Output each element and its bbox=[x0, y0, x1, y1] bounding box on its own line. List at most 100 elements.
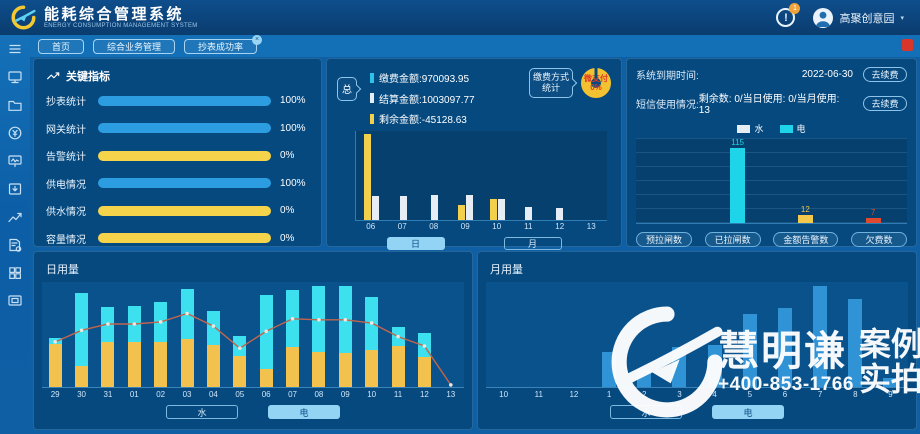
bar-electric bbox=[391, 327, 405, 347]
indicator-percent: 0% bbox=[280, 150, 295, 162]
x-tick-label: 10 bbox=[499, 390, 509, 399]
tab-bar: 首页 综合业务管理 抄表成功率 × bbox=[30, 34, 920, 57]
apps-grid-icon[interactable] bbox=[7, 265, 23, 281]
payment-period-buttons: 日月 bbox=[357, 237, 591, 250]
bar-slot bbox=[636, 138, 704, 223]
bar-water bbox=[391, 346, 405, 387]
stacked-bar-slot bbox=[279, 282, 305, 387]
bar-water bbox=[206, 345, 220, 387]
avatar bbox=[813, 7, 834, 28]
tab-close-icon[interactable]: × bbox=[252, 34, 263, 45]
key-indicators-panel: 关键指标 抄表统计 100% 网关统计 100% 告警统计 0% 供电情况 100% 供水情况 0… bbox=[33, 58, 322, 247]
monthly-usage-panel: 月用量 10 11 12 1 2 3 4 5 6 7 8 9 水电 bbox=[477, 251, 917, 430]
stacked-bar-slot bbox=[359, 282, 385, 387]
monthly-usage-chart bbox=[486, 282, 908, 388]
bar bbox=[730, 148, 746, 223]
bar-slot bbox=[521, 282, 556, 387]
bar-electric bbox=[75, 292, 89, 366]
bar-slot bbox=[486, 282, 521, 387]
x-tick-label: 9 bbox=[888, 390, 893, 399]
notification-badge: 1 bbox=[789, 3, 801, 14]
indicator-row: 抄表统计 100% bbox=[46, 87, 309, 115]
stacked-bar-slot bbox=[306, 282, 332, 387]
bar-water bbox=[127, 341, 141, 387]
dashboard-icon[interactable] bbox=[7, 69, 23, 85]
payment-legend: 缴费金额:970093.95 结算金额:1003097.77 剩余金额:-45128… bbox=[370, 68, 475, 126]
bar-water bbox=[180, 338, 194, 387]
indicator-bar bbox=[98, 123, 271, 134]
indicator-row: 告警统计 0% bbox=[46, 142, 309, 170]
payment-bar-chart bbox=[355, 131, 607, 221]
bar bbox=[430, 195, 438, 220]
bar-group bbox=[513, 131, 544, 220]
bar-electric bbox=[101, 307, 115, 342]
bar-group bbox=[387, 131, 418, 220]
main-area: 首页 综合业务管理 抄表成功率 × 关键指标 抄表统计 100% 网关统计 100% 告警统计… bbox=[0, 34, 920, 434]
bar bbox=[813, 286, 828, 387]
expiry-label: 系统到期时间: bbox=[636, 71, 699, 82]
title-block: 能耗综合管理系统 ENERGY CONSUMPTION MANAGEMENT S… bbox=[44, 6, 198, 29]
bar bbox=[372, 195, 380, 220]
x-tick-label: 29 bbox=[50, 390, 60, 399]
report-settings-icon[interactable] bbox=[7, 237, 23, 253]
toggle-button-月[interactable]: 月 bbox=[503, 237, 562, 250]
legend-swatch bbox=[779, 124, 793, 133]
sms-value: 剩余数: 0/当日使用: 0/当月使用: 13 bbox=[698, 94, 840, 116]
x-tick-label: 31 bbox=[103, 390, 113, 399]
x-tick-label: 07 bbox=[288, 390, 298, 399]
bar-slot bbox=[732, 282, 767, 387]
x-tick-label: 13 bbox=[586, 222, 596, 231]
bar bbox=[602, 352, 617, 387]
trend-chart-icon[interactable] bbox=[7, 209, 23, 225]
x-tick-label: 01 bbox=[129, 390, 139, 399]
bar-water bbox=[233, 355, 247, 387]
filter-button-预拉闸数[interactable]: 预拉闸数 bbox=[636, 232, 693, 247]
filter-button-欠费数[interactable]: 欠费数 bbox=[850, 232, 907, 247]
x-tick-label: 7 bbox=[817, 390, 823, 399]
bar bbox=[883, 377, 898, 387]
bar-water bbox=[75, 366, 89, 387]
toggle-button-电[interactable]: 电 bbox=[268, 405, 340, 419]
donut-label: 微支付 bbox=[584, 74, 608, 83]
chevron-down-icon: ▾ bbox=[900, 14, 904, 22]
legend-swatch bbox=[370, 93, 374, 103]
filter-button-金额告警数[interactable]: 金额告警数 bbox=[773, 232, 839, 247]
stacked-bar-slot bbox=[121, 282, 147, 387]
header-right: ! 1 高聚创意园 ▾ bbox=[776, 3, 904, 28]
renew-button[interactable]: 去续费 bbox=[863, 67, 907, 82]
system-bar-chart: 115 12 7 bbox=[636, 138, 907, 224]
billing-history-icon[interactable] bbox=[7, 125, 23, 141]
collect-inbox-icon[interactable] bbox=[7, 181, 23, 197]
filter-button-已拉闸数[interactable]: 已拉闸数 bbox=[704, 232, 761, 247]
stacked-bar-slot bbox=[200, 282, 226, 387]
bar-electric bbox=[154, 301, 168, 342]
toggle-button-电[interactable]: 电 bbox=[712, 405, 784, 419]
bar bbox=[742, 313, 757, 387]
x-tick-label: 12 bbox=[569, 390, 579, 399]
system-chart-legend: 水电 bbox=[627, 122, 916, 135]
stacked-bar-slot bbox=[68, 282, 94, 387]
menu-icon[interactable] bbox=[7, 41, 23, 57]
x-tick-label: 2 bbox=[642, 390, 647, 399]
legend-swatch bbox=[737, 124, 751, 133]
renew-button-2[interactable]: 去续费 bbox=[863, 95, 907, 111]
notification-icon[interactable]: ! 1 bbox=[776, 3, 801, 27]
toggle-button-水[interactable]: 水 bbox=[166, 405, 238, 419]
meter-screen-icon[interactable] bbox=[7, 153, 23, 169]
payment-panel: 总 缴费金额:970093.95 结算金额:1003097.77 剩余金额:-451… bbox=[326, 58, 622, 250]
toggle-button-日[interactable]: 日 bbox=[386, 237, 445, 250]
tab-综合业务管理[interactable]: 综合业务管理 bbox=[93, 38, 176, 54]
app-subtitle: ENERGY CONSUMPTION MANAGEMENT SYSTEM bbox=[44, 22, 198, 29]
terminal-screen-icon[interactable] bbox=[7, 293, 23, 309]
tab-抄表成功率[interactable]: 抄表成功率 × bbox=[184, 34, 263, 54]
record-indicator-button[interactable] bbox=[902, 39, 913, 51]
user-menu[interactable]: 高聚创意园 ▾ bbox=[813, 7, 904, 28]
toggle-button-水[interactable]: 水 bbox=[610, 405, 682, 419]
stacked-bar-slot bbox=[42, 282, 68, 387]
bar bbox=[848, 298, 863, 387]
folder-icon[interactable] bbox=[7, 97, 23, 113]
bar-electric bbox=[259, 294, 273, 370]
tab-首页[interactable]: 首页 bbox=[38, 38, 85, 54]
bar-slot bbox=[803, 282, 838, 387]
